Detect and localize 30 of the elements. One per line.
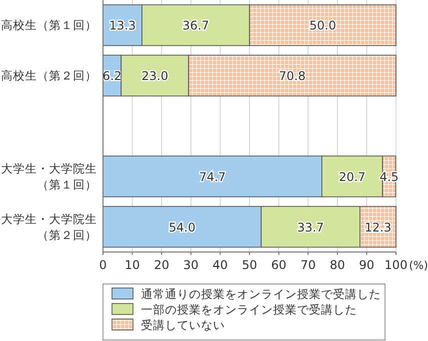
y-tick-label: 大学生・大学院生（第２回）	[1, 212, 97, 242]
x-tick-label: 100	[384, 258, 408, 272]
y-tick-label: 高校生（第１回）	[1, 18, 97, 32]
x-axis-title: (%)	[409, 259, 428, 272]
x-tick-label: 70	[300, 258, 316, 272]
data-label: 36.7	[182, 18, 210, 33]
x-tick-label: 0	[99, 258, 107, 272]
data-label: 23.0	[142, 69, 168, 84]
x-tick-label: 30	[183, 258, 199, 272]
data-label: 70.8	[278, 69, 306, 84]
data-label: 13.3	[109, 18, 136, 33]
legend-label: 通常通りの授業をオンライン授業で受講した	[141, 287, 381, 301]
x-tick-label: 40	[212, 258, 228, 272]
data-label: 74.7	[199, 170, 226, 184]
x-tick-label: 50	[242, 258, 258, 272]
data-label: 6.2	[102, 69, 122, 84]
x-tick-label: 20	[154, 258, 170, 272]
data-label: 54.0	[168, 220, 196, 234]
legend-label: 一部の授業をオンライン授業で受講した	[141, 302, 357, 316]
data-label: 50.0	[309, 18, 336, 33]
data-label: 33.7	[297, 220, 324, 234]
data-label: 12.3	[364, 220, 392, 234]
data-label: 20.7	[338, 170, 366, 184]
x-tick-label: 10	[124, 258, 140, 272]
y-tick-label: 高校生（第２回）	[1, 68, 97, 83]
x-tick-label: 90	[359, 258, 374, 272]
y-tick-label: 大学生・大学院生（第１回）	[1, 161, 97, 192]
legend-label: 受講していない	[141, 318, 225, 332]
x-tick-label: 60	[271, 258, 286, 272]
x-tick-label: 80	[330, 258, 346, 272]
